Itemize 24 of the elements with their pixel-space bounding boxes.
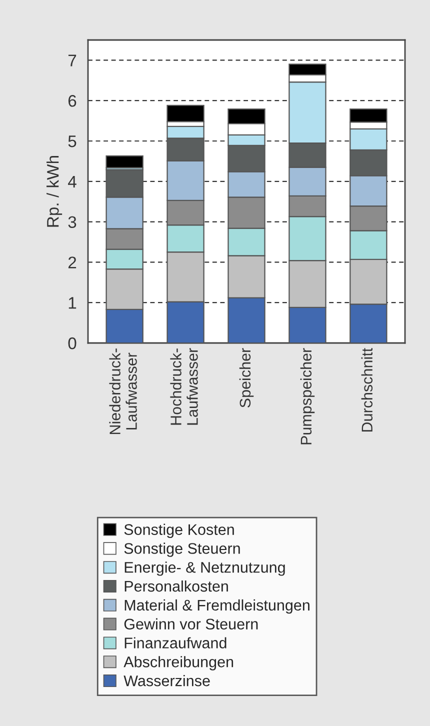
y-tick-label: 3 [68, 216, 76, 228]
legend-label: Material & Fremdleistungen [124, 599, 310, 614]
legend-label: Sonstige Kosten [124, 524, 234, 538]
x-tick-label: Pumpspeicher [300, 348, 315, 444]
y-tick-label: 0 [68, 337, 76, 350]
bar [106, 155, 144, 168]
x-tick-label: Durchschnitt [361, 348, 373, 432]
y-tick-label: 7 [68, 54, 76, 66]
y-tick-label: 1 [68, 297, 76, 309]
x-tick-label: Speicher [239, 348, 254, 408]
y-tick-label: 4 [68, 176, 76, 188]
legend-label: Personalkosten [124, 580, 228, 592]
legend-label: Finanzaufwand [124, 637, 226, 648]
legend-label: Wasserzinse [124, 675, 210, 686]
legend-label: Sonstige Steuern [124, 542, 240, 557]
y-tick-label: 5 [68, 136, 76, 148]
y-axis-title: Rp. / kWh [46, 156, 62, 227]
legend-label: Gewinn vor Steuern [124, 618, 258, 630]
x-tick-label: Niederdruck- Laufwasser [109, 348, 137, 434]
y-tick-label: 6 [68, 95, 76, 107]
legend-label: Abschreibungen [124, 656, 234, 670]
legend-label: Energie- & Netznutzung [124, 562, 285, 576]
x-tick-label: Hochdruck- Laufwasser [170, 348, 198, 425]
y-tick-label: 2 [68, 256, 76, 268]
